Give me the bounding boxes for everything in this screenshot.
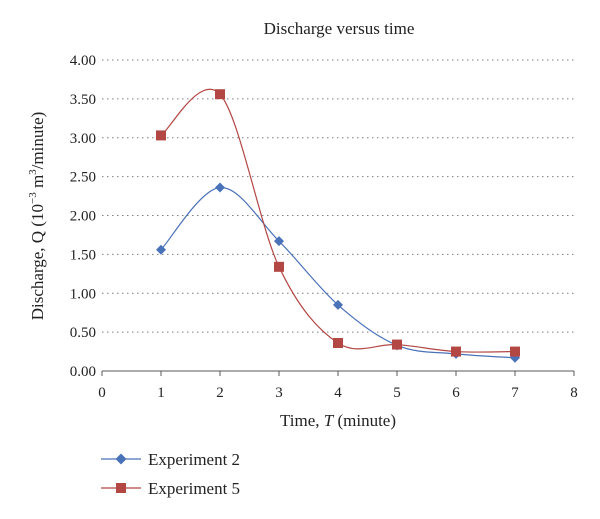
x-tick-label: 5 <box>393 385 401 401</box>
y-axis-tick-labels: 0.00 0.50 1.00 1.50 2.00 2.50 3.00 3.50 4.00 <box>70 53 96 380</box>
legend-label-experiment-2: Experiment 2 <box>148 450 240 469</box>
legend-item-experiment-2: Experiment 2 <box>101 450 240 469</box>
series-line-experiment-5 <box>160 88 516 353</box>
data-point-experiment-2 <box>274 236 284 247</box>
y-tick-label: 3.50 <box>70 92 96 108</box>
chart-title: Discharge versus time <box>264 19 415 38</box>
y-tick-label: 1.00 <box>70 286 96 302</box>
gridlines <box>102 59 574 333</box>
x-tick-label: 6 <box>452 385 460 401</box>
x-tick-label: 1 <box>157 385 165 401</box>
x-axis-label: Time, T (minute) <box>280 411 396 430</box>
series-experiment-5 <box>156 88 520 357</box>
legend-label-experiment-5: Experiment 5 <box>148 479 240 498</box>
axes <box>101 370 575 376</box>
x-tick-label: 2 <box>216 385 224 401</box>
legend-marker-experiment-2 <box>115 453 127 465</box>
y-tick-label: 2.50 <box>70 170 96 186</box>
series-experiment-2 <box>156 182 520 363</box>
x-tick-label: 8 <box>570 385 578 401</box>
data-point-experiment-5 <box>156 130 166 141</box>
x-tick-label: 4 <box>334 385 342 401</box>
data-point-experiment-5 <box>451 346 461 357</box>
x-axis-tick-labels: 0 1 2 3 4 5 6 7 8 <box>98 385 578 401</box>
y-tick-label: 0.00 <box>70 364 96 380</box>
legend: Experiment 2 Experiment 5 <box>101 450 240 498</box>
series-layer <box>156 88 520 363</box>
data-point-experiment-2 <box>333 299 343 310</box>
y-tick-label: 3.00 <box>70 131 96 147</box>
data-point-experiment-5 <box>333 338 343 349</box>
y-tick-label: 2.00 <box>70 209 96 225</box>
data-point-experiment-5 <box>274 261 284 272</box>
x-tick-label: 0 <box>98 385 106 401</box>
data-point-experiment-2 <box>215 182 225 193</box>
y-tick-label: 0.50 <box>70 325 96 341</box>
legend-item-experiment-5: Experiment 5 <box>101 479 240 498</box>
x-tick-label: 7 <box>511 385 519 401</box>
data-point-experiment-5 <box>215 89 225 100</box>
legend-marker-experiment-5 <box>116 483 126 493</box>
data-point-experiment-5 <box>510 346 520 357</box>
x-tick-label: 3 <box>275 385 283 401</box>
y-axis-label: Discharge, Q (10−3 m3/minute) <box>27 112 47 321</box>
data-point-experiment-2 <box>156 244 166 255</box>
y-tick-label: 4.00 <box>70 53 96 69</box>
y-tick-label: 1.50 <box>70 247 96 263</box>
data-point-experiment-5 <box>392 339 402 350</box>
